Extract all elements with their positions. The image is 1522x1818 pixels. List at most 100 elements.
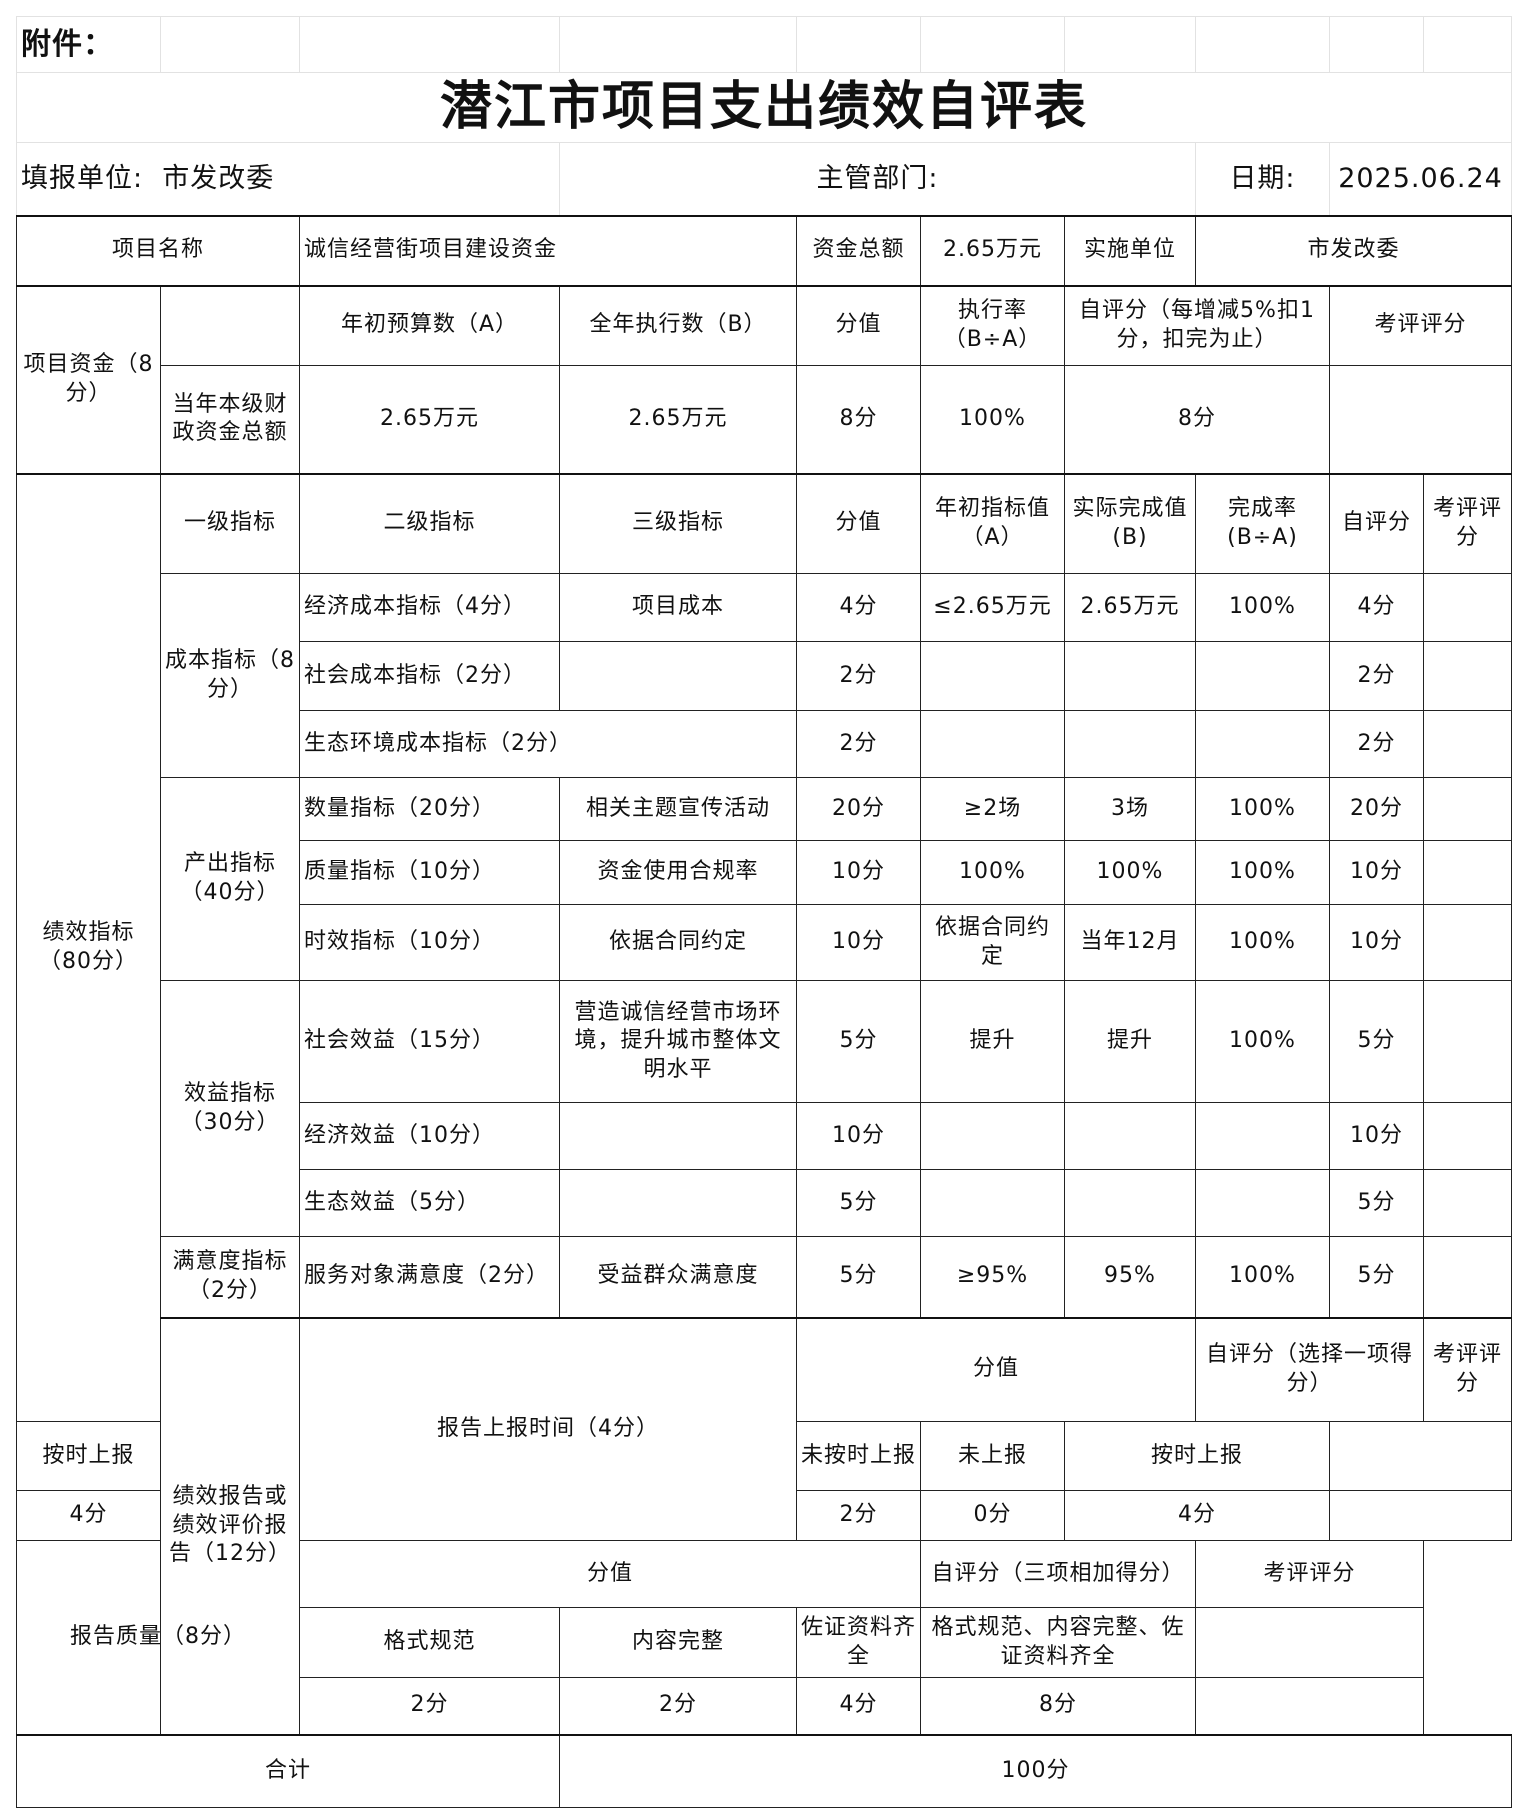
table-cell: 一级指标 — [160, 472, 300, 574]
table-cell: 未上报 — [920, 1421, 1065, 1491]
table-cell: 0分 — [920, 1490, 1065, 1541]
table-cell: 分值 — [796, 1316, 1196, 1422]
table-cell: 格式规范、内容完整、佐证资料齐全 — [920, 1607, 1196, 1678]
table-cell: 4分 — [1329, 573, 1424, 642]
table-cell: 4分 — [16, 1490, 161, 1541]
cost-indicator: 成本指标（8分） — [160, 573, 300, 778]
table-row: 质量指标（10分） 资金使用合规率 10分 100% 100% 100% 10分 — [17, 840, 1512, 905]
secondary-indicator: 社会效益（15分） — [299, 980, 560, 1103]
table-row: 附件： — [16, 16, 1512, 73]
unit-field: 填报单位: 市发改委 — [16, 142, 560, 217]
page-title: 潜江市项目支出绩效自评表 — [16, 72, 1512, 143]
tertiary-indicator: 资金使用合规率 — [559, 840, 797, 905]
output-indicator: 产出指标（40分） — [160, 777, 300, 981]
satisfaction-indicator: 满意度指标（2分） — [160, 1236, 300, 1318]
secondary-indicator: 质量指标（10分） — [299, 840, 560, 905]
table-cell — [1195, 710, 1330, 778]
table-row: 项目资金（8分） 年初预算数（A） 全年执行数（B） 分值 执行率（B÷A） 自评分（每增… — [16, 284, 1512, 474]
table-cell: 100% — [920, 365, 1065, 474]
table-cell: 5分 — [1329, 980, 1424, 1103]
table-cell: 依据合同约定 — [920, 904, 1065, 981]
table-cell: ≥95% — [920, 1236, 1065, 1318]
empty-cell — [1064, 16, 1196, 73]
empty-cell — [160, 16, 300, 73]
tertiary-indicator: 项目成本 — [559, 573, 797, 642]
table-cell: 实施单位 — [1064, 215, 1196, 286]
unit-value: 市发改委 — [143, 163, 275, 195]
table-cell: 2分 — [1329, 710, 1424, 778]
table-row: 填报单位: 市发改委 主管部门: 日期: 2025.06.24 — [16, 142, 1512, 217]
table-row: 产出指标（40分） 数量指标（20分） 相关主题宣传活动 20分 ≥2场 3场 100% 20… — [17, 777, 1512, 981]
empty-cell — [1329, 1421, 1512, 1491]
table-cell: 完成率(B÷A) — [1195, 472, 1330, 574]
table-row: 成本指标（8分） 经济成本指标（4分） 项目成本 4分 ≤2.65万元 2.65万元 100… — [17, 573, 1512, 778]
table-cell — [920, 1169, 1065, 1237]
table-cell: 8分 — [920, 1677, 1196, 1735]
report-timing-label: 报告上报时间（4分） — [299, 1316, 797, 1541]
table-cell: 提升 — [1064, 980, 1196, 1103]
table-cell: 未按时上报 — [796, 1421, 921, 1491]
table-cell: 100% — [1064, 840, 1196, 905]
table-cell: 分值 — [796, 284, 921, 366]
table-cell: 2分 — [559, 1677, 797, 1735]
table-cell: 格式规范 — [299, 1607, 560, 1678]
table-cell: ≥2场 — [920, 777, 1065, 841]
empty-cell — [920, 16, 1065, 73]
tertiary-indicator: 受益群众满意度 — [559, 1236, 797, 1318]
table-cell: 2分 — [796, 710, 921, 778]
table-cell: 100% — [1195, 573, 1330, 642]
table-row: 2分 2分 4分 8分 — [17, 1677, 1512, 1735]
table-row: 项目名称 诚信经营街项目建设资金 资金总额 2.65万元 实施单位 市发改委 — [16, 215, 1512, 286]
secondary-indicator: 数量指标（20分） — [299, 777, 560, 841]
date-value: 2025.06.24 — [1329, 142, 1512, 217]
table-cell: 年初指标值（A） — [920, 472, 1065, 574]
table-cell: 4分 — [1064, 1490, 1330, 1541]
table-cell: 5分 — [1329, 1236, 1424, 1318]
table-cell: 10分 — [1329, 840, 1424, 905]
secondary-indicator: 社会成本指标（2分） — [299, 641, 560, 711]
empty-cell — [1195, 1677, 1424, 1735]
empty-cell — [1329, 1490, 1512, 1541]
empty-cell — [1423, 573, 1512, 642]
table-row: 格式规范 内容完整 佐证资料齐全 格式规范、内容完整、佐证资料齐全 — [17, 1607, 1512, 1678]
table-cell: 当年本级财政资金总额 — [160, 365, 300, 474]
table-cell: 8分 — [796, 365, 921, 474]
empty-cell — [1423, 1102, 1512, 1170]
table-row: 4分 2分 0分 4分 — [16, 1490, 1512, 1541]
tertiary-indicator: 营造诚信经营市场环境，提升城市整体文明水平 — [559, 980, 797, 1103]
table-cell: 提升 — [920, 980, 1065, 1103]
report-quality-label: 报告质量（8分） — [16, 1540, 300, 1735]
table-cell: 3场 — [1064, 777, 1196, 841]
table-row: 潜江市项目支出绩效自评表 — [16, 72, 1512, 143]
table-cell: 执行率（B÷A） — [920, 284, 1065, 366]
empty-cell — [1329, 16, 1424, 73]
table-cell: 自评分 — [1329, 472, 1424, 574]
table-cell: 2分 — [1329, 641, 1424, 711]
table-cell: 10分 — [796, 1102, 921, 1170]
performance-section-label: 绩效指标（80分） — [16, 472, 161, 1422]
table-cell: ≤2.65万元 — [920, 573, 1065, 642]
table-cell: 100% — [1195, 1236, 1330, 1318]
table-cell: 100% — [920, 840, 1065, 905]
table-cell: 100% — [1195, 777, 1330, 841]
table-cell: 10分 — [796, 904, 921, 981]
table-cell: 10分 — [1329, 904, 1424, 981]
empty-cell — [1195, 1607, 1424, 1678]
date-label: 日期: — [1195, 142, 1330, 217]
table-cell: 考评评分 — [1195, 1540, 1424, 1608]
table-cell: 自评分（三项相加得分） — [920, 1540, 1196, 1608]
table-cell: 2分 — [299, 1677, 560, 1735]
total-label: 合计 — [16, 1733, 560, 1808]
table-cell: 2.65万元 — [1064, 573, 1196, 642]
table-row: 效益指标（30分） 社会效益（15分） 营造诚信经营市场环境，提升城市整体文明水平 5… — [17, 980, 1512, 1237]
table-cell: 20分 — [796, 777, 921, 841]
table-row: 报告质量（8分） 分值 自评分（三项相加得分） 考评评分 — [16, 1540, 1512, 1735]
empty-cell — [160, 284, 300, 366]
table-cell — [1064, 1102, 1196, 1170]
total-value: 100分 — [559, 1733, 1512, 1808]
table-cell: 当年12月 — [1064, 904, 1196, 981]
benefit-indicator: 效益指标（30分） — [160, 980, 300, 1237]
table-cell: 20分 — [1329, 777, 1424, 841]
table-cell: 5分 — [796, 980, 921, 1103]
table-cell — [1195, 641, 1330, 711]
